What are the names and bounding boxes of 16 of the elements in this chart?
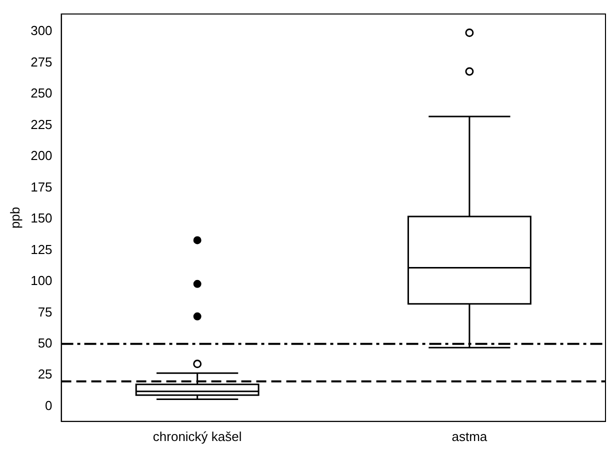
y-tick-label: 225 <box>30 116 52 132</box>
x-tick-label: astma <box>452 428 488 444</box>
y-tick-label: 300 <box>30 23 52 38</box>
y-tick-label: 150 <box>30 210 52 226</box>
y-tick-label: 50 <box>38 335 52 350</box>
y-tick-label: 175 <box>30 179 52 194</box>
y-tick-label: 100 <box>30 273 52 288</box>
y-tick-label: 75 <box>38 304 52 320</box>
y-tick-label: 0 <box>45 398 52 413</box>
y-axis-title: ppb <box>7 206 22 229</box>
y-tick-label: 25 <box>38 366 52 382</box>
y-tick-label: 200 <box>30 148 52 164</box>
x-tick-label: chronický kašel <box>152 428 242 444</box>
y-tick-label: 250 <box>30 86 52 101</box>
y-tick-label: 125 <box>30 242 52 257</box>
y-tick-label: 275 <box>30 54 52 70</box>
